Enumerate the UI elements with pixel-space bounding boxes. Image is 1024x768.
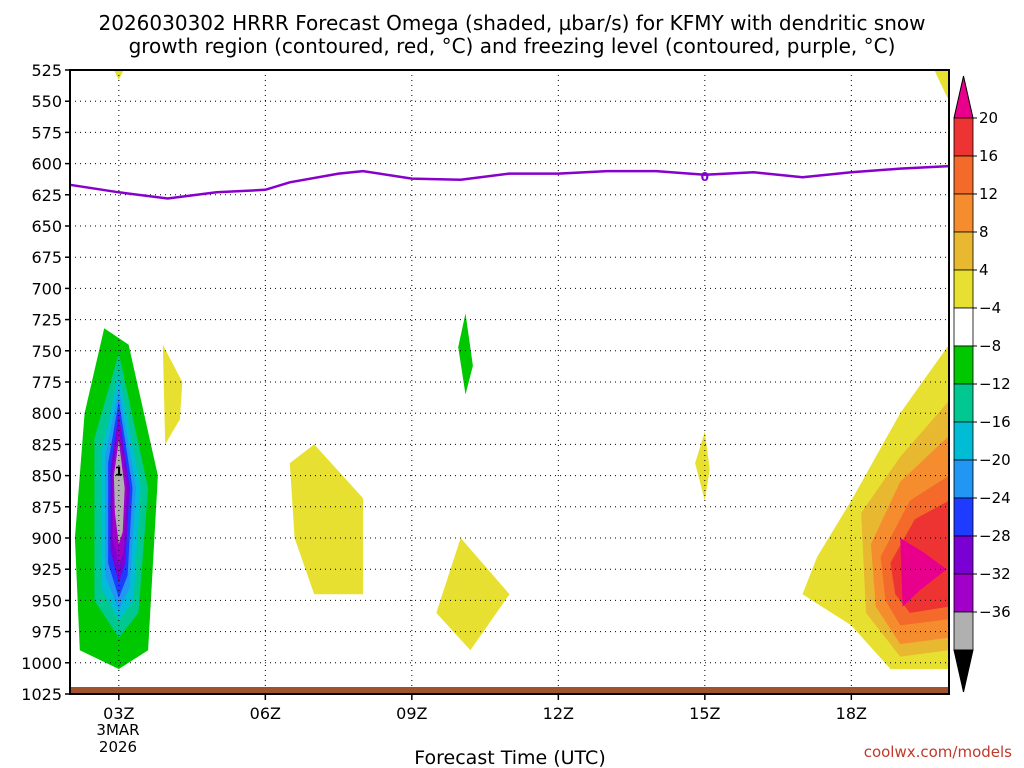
colorbar-bin-4 [953,269,974,309]
y-tick-label-975: 975 [31,623,62,642]
colorbar-bin-10 [953,497,974,537]
y-tick-label-850: 850 [31,467,62,486]
omega-sink-10z [436,538,510,651]
y-tick-label-900: 900 [31,529,62,548]
x-tick-label-09Z: 09Z [396,704,427,723]
colorbar-label-6: −8 [979,337,1001,355]
omega-ascent-max-gray [113,440,125,545]
chart-title-line-1: 2026030302 HRRR Forecast Omega (shaded, … [99,11,926,35]
colorbar-bin-9 [953,459,974,499]
colorbar-label-9: −20 [979,451,1011,469]
y-axis: 525 550 575 600 625 650 675 700 725 750 775 800 825 8… [21,61,70,704]
freezing-level: 0 [69,164,950,200]
x-tick-label-06Z: 06Z [250,704,281,723]
colorbar-bin-11 [953,535,974,575]
date-line-2: 2026 [99,738,137,756]
colorbar-label-3: 8 [979,223,989,241]
ground-surface [70,687,949,694]
colorbar-bin-8 [953,421,974,461]
colorbar-label-10: −24 [979,489,1011,507]
y-tick-label-750: 750 [31,342,62,361]
omega-fills [74,70,949,669]
colorbar-cap-bottom [953,649,974,693]
omega-sink-top-20z [934,70,949,102]
colorbar-label-4: 4 [979,261,989,279]
y-tick-label-825: 825 [31,435,62,454]
chart-title-line-2: growth region (contoured, red, °C) and f… [129,34,896,58]
y-tick-label-875: 875 [31,498,62,517]
x-axis-label: Forecast Time (UTC) [414,747,605,768]
colorbar-bin-2 [953,193,974,233]
colorbar-bin-13 [953,611,974,651]
colorbar-label-8: −16 [979,413,1011,431]
colorbar-label-12: −32 [979,565,1011,583]
y-tick-label-1000: 1000 [21,654,62,673]
y-tick-label-950: 950 [31,591,62,610]
y-tick-label-650: 650 [31,217,62,236]
colorbar-label-0: 20 [979,109,998,127]
colorbar-bin-3 [953,231,974,271]
omega-sink-07z [289,444,363,595]
colorbar: 20 16 12 8 4 −4 −8 −12 −16 −20 −24 −28 −32 −36 [953,75,1011,693]
y-tick-label-525: 525 [31,61,62,80]
omega-sink-15z [695,431,710,501]
colorbar-label-1: 16 [979,147,998,165]
colorbar-cap-top [953,75,974,119]
freezing-level-label: 0 [701,170,709,184]
freezing-level-line [69,164,950,200]
x-axis: 03Z 06Z 09Z 12Z 15Z 18Z [103,694,867,723]
y-tick-label-800: 800 [31,404,62,423]
y-tick-label-700: 700 [31,279,62,298]
y-tick-label-550: 550 [31,92,62,111]
colorbar-bin-12 [953,573,974,613]
y-tick-label-1025: 1025 [21,685,62,704]
plot-labels: 1 [115,465,123,479]
y-tick-label-675: 675 [31,248,62,267]
colorbar-label-5: −4 [979,299,1001,317]
ground-band [70,687,949,694]
x-tick-label-15Z: 15Z [689,704,720,723]
colorbar-bin-0 [953,117,974,157]
y-tick-label-600: 600 [31,155,62,174]
colorbar-bin-6 [953,345,974,385]
omega-sink-0330z [162,344,183,445]
colorbar-label-2: 12 [979,185,998,203]
colorbar-bin-5 [953,307,974,347]
x-tick-label-12Z: 12Z [543,704,574,723]
y-tick-label-625: 625 [31,186,62,205]
y-tick-label-725: 725 [31,311,62,330]
grid-lines [70,69,949,695]
y-tick-label-925: 925 [31,560,62,579]
y-tick-label-775: 775 [31,373,62,392]
x-tick-label-18Z: 18Z [836,704,867,723]
colorbar-bin-1 [953,155,974,195]
omega-sink-max-19z [900,538,947,607]
date-line-1: 3MAR [96,721,139,739]
colorbar-label-11: −28 [979,527,1011,545]
plot-label-0: 1 [115,465,123,479]
colorbar-bin-7 [953,383,974,423]
colorbar-label-7: −12 [979,375,1011,393]
y-tick-label-575: 575 [31,123,62,142]
colorbar-label-13: −36 [979,603,1011,621]
credit-text: coolwx.com/models [864,743,1012,761]
x-tick-label-03Z: 03Z [103,704,134,723]
omega-weak-ascent-10z [458,313,473,395]
